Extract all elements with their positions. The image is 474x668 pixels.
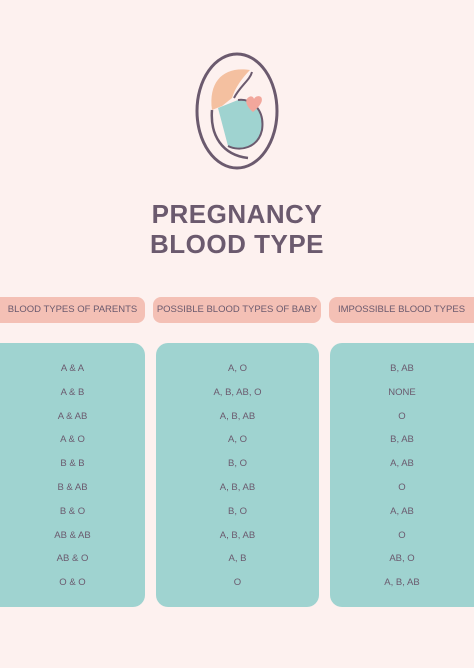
table-cell: B, AB (390, 434, 414, 446)
table-cell: O (398, 482, 406, 493)
column-panel (156, 343, 319, 607)
table-cell: B, AB (390, 363, 414, 374)
table-cell: O & O (59, 577, 86, 589)
table-cell: A, B, AB (219, 410, 256, 422)
table-cell: A, O (227, 363, 247, 374)
table-cell: A, O (227, 434, 247, 446)
table-cell: A, B, AB, O (213, 386, 262, 398)
table-cell: A, B, AB (219, 529, 256, 541)
table-cell: A & O (60, 434, 85, 446)
table-cell: B, O (227, 505, 247, 517)
title-line: BLOOD TYPE (149, 229, 324, 259)
table-cell: B & O (59, 505, 86, 517)
table-cell: A, B, AB (219, 482, 256, 493)
table-cell: NONE (388, 386, 416, 398)
column-header: POSSIBLE BLOOD TYPES OF BABY (153, 297, 321, 323)
table-cell: AB, O (389, 553, 415, 565)
table-cell: A, B (228, 553, 247, 565)
table-cell: B, O (227, 458, 247, 470)
table-cell: O (398, 410, 406, 422)
table-cell: A, B, AB (384, 577, 420, 589)
table-cell: B & B (60, 458, 85, 470)
table-cell: O (233, 577, 242, 589)
table-cell: O (398, 529, 406, 541)
table-cell: AB & O (56, 553, 89, 565)
table-cell: A & A (60, 363, 85, 374)
column-panel (0, 343, 145, 607)
logo (195, 52, 279, 170)
table-cell: A, AB (390, 505, 414, 517)
table-cell: A & AB (57, 410, 88, 422)
table-cell: A, AB (390, 458, 414, 470)
table-cell: AB & AB (54, 529, 91, 541)
title-line: PREGNANCY (151, 199, 323, 229)
table-cell: B & AB (57, 482, 88, 493)
table-cell: A & B (60, 386, 85, 398)
column-header: IMPOSSIBLE BLOOD TYPES (329, 297, 474, 323)
column-header: BLOOD TYPES OF PARENTS (0, 297, 145, 323)
column-panel (330, 343, 474, 607)
